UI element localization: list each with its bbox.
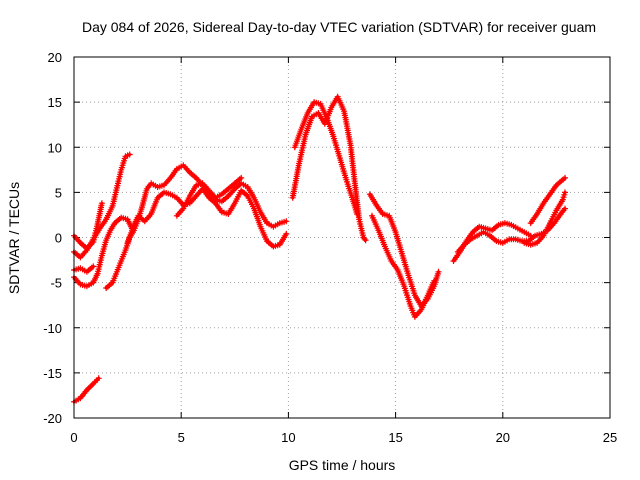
y-tick-label: -10: [43, 321, 62, 336]
data-point: [431, 277, 438, 284]
x-axis-label: GPS time / hours: [289, 457, 396, 473]
data-point: [90, 263, 97, 270]
data-point: [126, 151, 133, 158]
y-tick-label: 0: [55, 231, 62, 246]
data-point: [283, 230, 290, 237]
plot-frame: [73, 56, 611, 419]
data-series: [71, 93, 568, 405]
x-tick-label: 25: [603, 430, 617, 445]
y-tick-label: 20: [48, 50, 62, 65]
series-track-10: [289, 93, 369, 244]
series-track-16: [527, 174, 568, 227]
x-tick-label: 10: [281, 430, 295, 445]
y-tick-label: 5: [55, 185, 62, 200]
data-point: [98, 200, 105, 207]
data-point: [362, 237, 369, 244]
series-track-1: [71, 375, 102, 405]
y-axis-label: SDTVAR / TECUs: [6, 182, 22, 294]
x-tick-label: 15: [388, 430, 402, 445]
x-tick-label: 0: [70, 430, 77, 445]
data-point: [562, 205, 568, 212]
x-tick-label: 5: [178, 430, 185, 445]
series-track-15: [521, 189, 568, 248]
chart-title: Day 084 of 2026, Sidereal Day-to-day VTE…: [82, 19, 596, 35]
data-point: [283, 218, 290, 225]
data-point: [95, 375, 102, 382]
x-tick-label: 20: [496, 430, 510, 445]
series-track-7: [124, 185, 290, 250]
y-tick-label: -15: [43, 366, 62, 381]
data-point: [238, 174, 245, 181]
y-tick-label: 10: [48, 140, 62, 155]
data-point: [435, 268, 442, 275]
data-point: [361, 235, 368, 242]
series-track-9: [291, 99, 360, 217]
series-track-5: [71, 263, 97, 275]
series-track-3: [71, 151, 133, 261]
y-tick-label: 15: [48, 95, 62, 110]
series-track-8: [173, 174, 245, 219]
y-tick-label: -20: [43, 411, 62, 426]
y-tick-label: -5: [50, 276, 62, 291]
data-point: [562, 189, 568, 196]
data-point: [562, 174, 568, 181]
series-track-12: [369, 212, 438, 320]
